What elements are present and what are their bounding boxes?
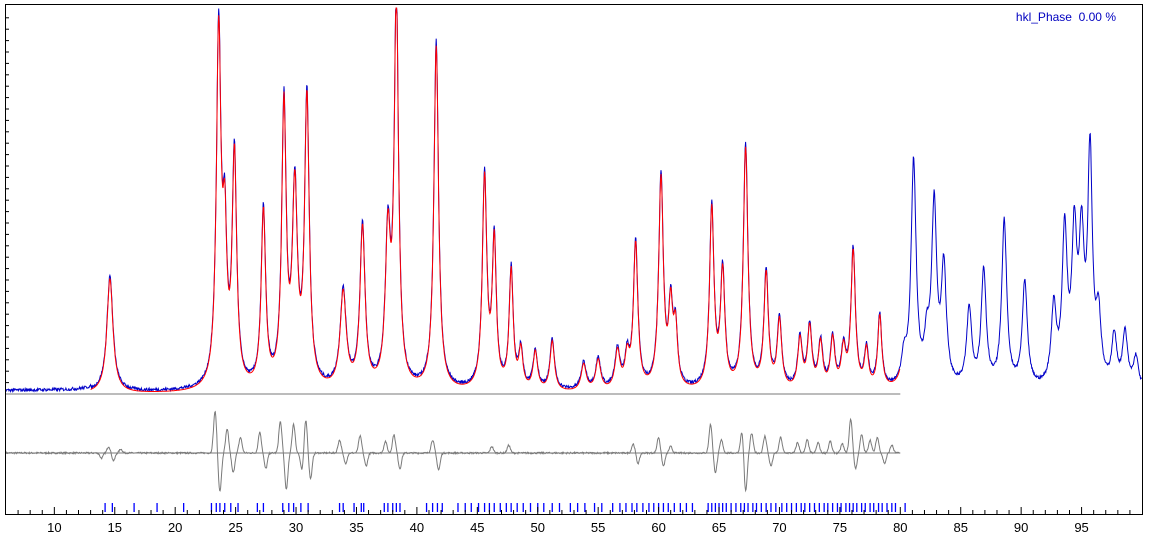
x-axis: 10 15 20 25 30 35 40 45 50 55 60 65 70 75 80 85 90 95 xyxy=(17,507,1131,535)
plot-frame xyxy=(5,4,1143,515)
x-tick-label: 20 xyxy=(168,520,182,535)
x-tick-label: 60 xyxy=(651,520,665,535)
legend-phase-label: hkl_Phase 0.00 % xyxy=(1016,10,1116,24)
x-tick-label: 70 xyxy=(772,520,786,535)
y-axis-ticks xyxy=(6,17,9,395)
x-tick-label: 50 xyxy=(531,520,545,535)
calculated-curve xyxy=(90,7,901,392)
difference-curve xyxy=(5,410,901,493)
hkl-reflection-markers xyxy=(104,503,906,512)
x-tick-label: 55 xyxy=(591,520,605,535)
x-tick-label: 65 xyxy=(712,520,726,535)
x-tick-label: 10 xyxy=(47,520,61,535)
x-tick-label: 35 xyxy=(349,520,363,535)
x-tick-label: 30 xyxy=(289,520,303,535)
x-tick-label: 75 xyxy=(833,520,847,535)
x-tick-label: 15 xyxy=(108,520,122,535)
x-tick-label: 45 xyxy=(470,520,484,535)
observed-curve xyxy=(5,7,1142,394)
x-tick-label: 25 xyxy=(228,520,242,535)
x-tick-label: 95 xyxy=(1074,520,1088,535)
x-tick-label: 90 xyxy=(1014,520,1028,535)
x-tick-label: 85 xyxy=(953,520,967,535)
pattern-curves xyxy=(5,7,1142,493)
x-tick-label: 80 xyxy=(893,520,907,535)
x-tick-label: 40 xyxy=(410,520,424,535)
